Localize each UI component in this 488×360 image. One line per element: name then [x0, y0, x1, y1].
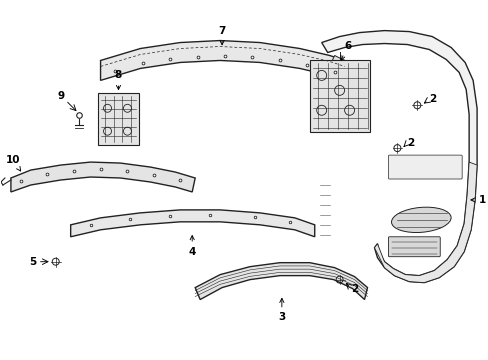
Text: 2: 2	[428, 94, 436, 104]
Polygon shape	[321, 31, 476, 283]
FancyBboxPatch shape	[387, 155, 461, 179]
Polygon shape	[195, 263, 367, 300]
Text: 4: 4	[188, 235, 196, 257]
Text: 10: 10	[6, 155, 20, 171]
Polygon shape	[327, 55, 349, 82]
Text: 2: 2	[351, 284, 358, 293]
Text: 1: 1	[470, 195, 486, 205]
Text: 9: 9	[57, 91, 64, 101]
Polygon shape	[309, 60, 369, 132]
Text: 6: 6	[340, 41, 350, 60]
Polygon shape	[71, 210, 314, 237]
Polygon shape	[101, 41, 344, 80]
Polygon shape	[11, 162, 195, 192]
Ellipse shape	[391, 207, 450, 233]
Polygon shape	[98, 93, 139, 145]
Polygon shape	[374, 162, 476, 283]
Text: 5: 5	[29, 257, 37, 267]
Text: 2: 2	[407, 138, 414, 148]
Text: 3: 3	[278, 298, 285, 323]
Text: 8: 8	[115, 71, 122, 90]
Text: 7: 7	[218, 26, 225, 45]
FancyBboxPatch shape	[387, 237, 439, 257]
